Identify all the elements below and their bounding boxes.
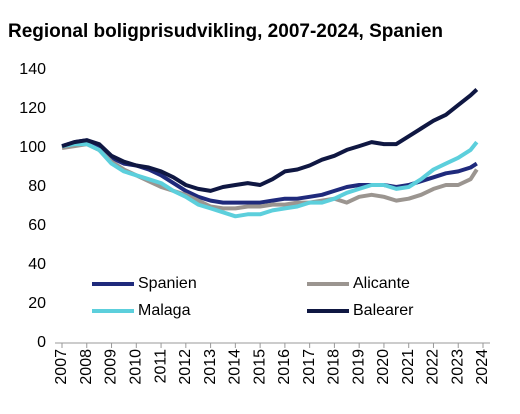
legend-label: Malaga — [138, 302, 191, 319]
x-tick-label: 2008 — [78, 349, 95, 385]
line-series — [61, 142, 479, 211]
x-tick-label: 2018 — [326, 349, 343, 385]
x-tick-label: 2015 — [251, 349, 268, 385]
x-tick-label: 2019 — [350, 349, 367, 385]
y-tick-label: 0 — [37, 334, 46, 351]
y-tick-label: 120 — [19, 100, 46, 117]
y-tick-label: 20 — [28, 295, 46, 312]
line-series — [61, 88, 479, 193]
x-tick-label: 2023 — [449, 349, 466, 385]
x-tick-label: 2021 — [400, 349, 417, 385]
line-series — [61, 140, 479, 219]
y-tick-label: 40 — [28, 256, 46, 273]
x-tick-label: 2020 — [375, 349, 392, 385]
y-tick-label: 100 — [19, 139, 46, 156]
x-tick-label: 2017 — [301, 349, 318, 385]
x-tick-label: 2016 — [276, 349, 293, 385]
x-tick-label: 2007 — [53, 349, 70, 385]
legend-label: Balearer — [353, 302, 414, 319]
x-tick-label: 2022 — [425, 349, 442, 385]
x-tick-label: 2010 — [128, 349, 145, 385]
x-tick-label: 2014 — [227, 349, 244, 385]
y-tick-label: 80 — [28, 178, 46, 195]
legend-label: Alicante — [353, 275, 410, 292]
x-tick-label: 2012 — [177, 349, 194, 385]
x-tick-label: 2009 — [103, 349, 120, 385]
x-tick-label: 2011 — [152, 349, 169, 384]
x-tick-label: 2013 — [202, 349, 219, 385]
chart-title: Regional boligprisudvikling, 2007-2024, … — [8, 21, 443, 42]
y-tick-label: 140 — [19, 61, 46, 78]
x-tick-label: 2024 — [474, 349, 491, 385]
y-tick-label: 60 — [28, 217, 46, 234]
legend-label: Spanien — [138, 275, 197, 292]
